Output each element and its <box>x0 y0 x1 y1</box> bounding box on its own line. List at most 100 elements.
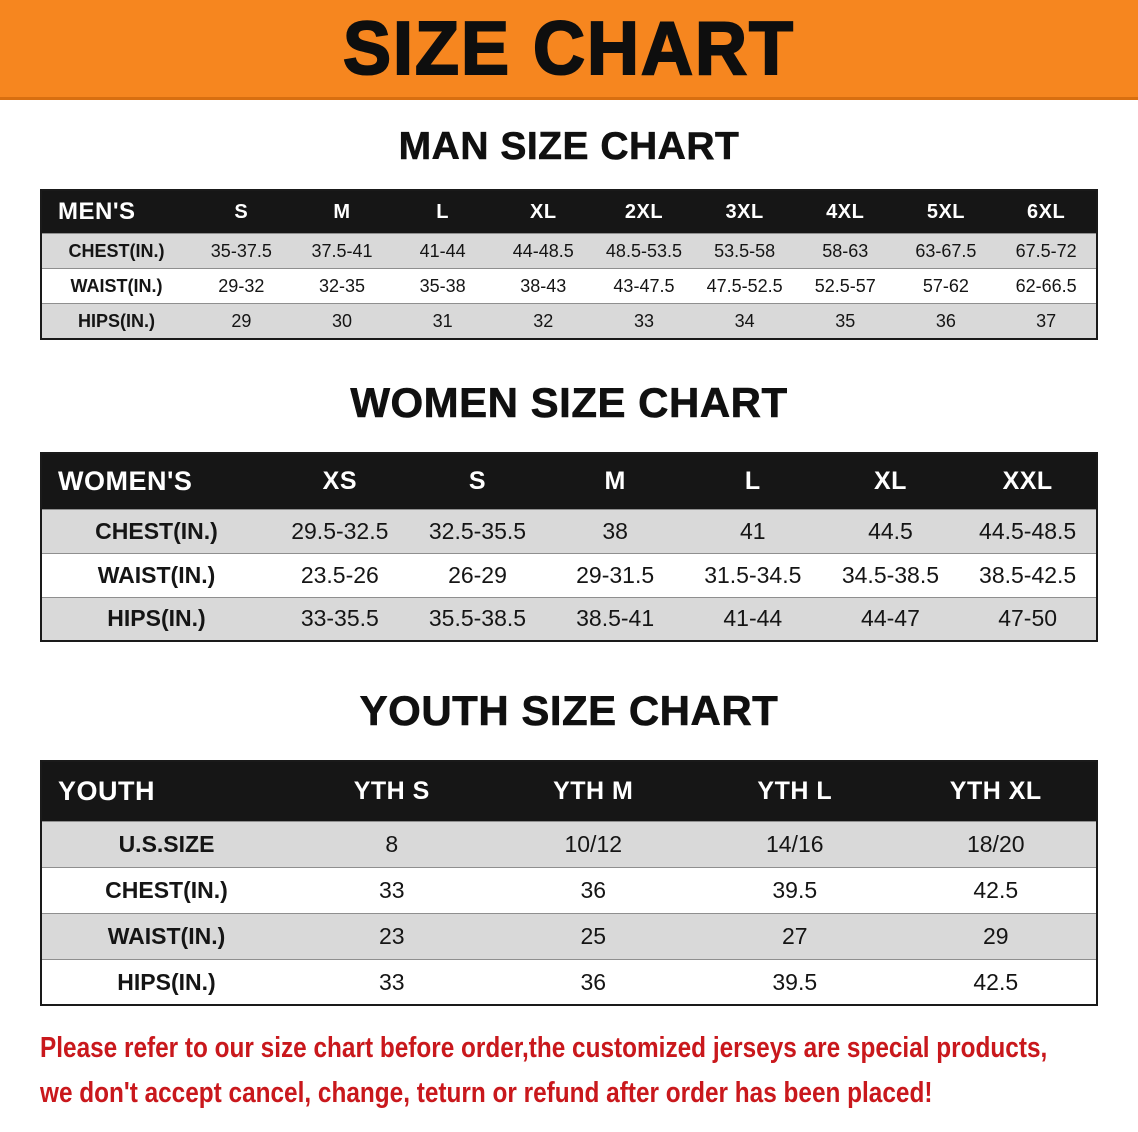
size-column-header: S <box>408 453 547 510</box>
measurement-value: 44.5-48.5 <box>959 508 1097 554</box>
size-column-header: L <box>683 453 822 510</box>
header-row: MEN'S S M L XL 2XL 3XL 4XL 5XL 6XL <box>41 189 1097 234</box>
measurement-label: WAIST(IN.) <box>41 268 191 304</box>
measurement-value: 42.5 <box>895 866 1097 914</box>
table-title-cell: MEN'S <box>41 189 191 234</box>
size-column-header: L <box>392 189 493 234</box>
measurement-value: 38-43 <box>492 268 594 304</box>
measurement-value: 36 <box>492 958 694 1006</box>
measurement-label: U.S.SIZE <box>41 820 291 868</box>
measurement-value: 32-35 <box>291 268 393 304</box>
measurement-row: WAIST(IN.) 29-32 32-35 35-38 38-43 43-47.5 47.… <box>41 268 1097 304</box>
measurement-row: U.S.SIZE 8 10/12 14/16 18/20 <box>41 820 1097 868</box>
measurement-value: 35-37.5 <box>191 233 292 269</box>
measurement-value: 42.5 <box>895 958 1097 1006</box>
measurement-label: WAIST(IN.) <box>41 912 291 960</box>
size-column-header: M <box>546 453 684 510</box>
page-title: SIZE CHART <box>342 6 795 91</box>
size-column-header: YTH L <box>694 761 896 822</box>
measurement-value: 29.5-32.5 <box>271 508 409 554</box>
measurement-value: 31 <box>392 303 493 339</box>
measurement-value: 32.5-35.5 <box>408 508 547 554</box>
measurement-value: 34 <box>694 303 795 339</box>
measurement-row: HIPS(IN.) 33-35.5 35.5-38.5 38.5-41 41-44 44-… <box>41 596 1097 642</box>
measurement-value: 44.5 <box>821 508 960 554</box>
measurement-value: 30 <box>291 303 393 339</box>
measurement-value: 41-44 <box>392 233 493 269</box>
women-size-chart-section: WOMEN SIZE CHART WOMEN'S XS S M L XL XXL CHEST(… <box>0 378 1138 643</box>
size-column-header: 4XL <box>794 189 896 234</box>
measurement-value: 35.5-38.5 <box>408 596 547 642</box>
size-column-header: 6XL <box>996 189 1097 234</box>
measurement-value: 36 <box>895 303 997 339</box>
measurement-value: 34.5-38.5 <box>821 552 960 598</box>
disclaimer-line-1: Please refer to our size chart before or… <box>40 1032 1048 1065</box>
measurement-value: 35-38 <box>392 268 493 304</box>
header-row: WOMEN'S XS S M L XL XXL <box>41 453 1097 510</box>
measurement-row: CHEST(IN.) 29.5-32.5 32.5-35.5 38 41 44.5 44.5… <box>41 508 1097 554</box>
measurement-value: 52.5-57 <box>794 268 896 304</box>
size-column-header: XL <box>821 453 960 510</box>
measurement-value: 33 <box>291 866 493 914</box>
measurement-value: 41 <box>683 508 822 554</box>
measurement-value: 62-66.5 <box>996 268 1097 304</box>
measurement-label: HIPS(IN.) <box>41 958 291 1006</box>
measurement-value: 48.5-53.5 <box>593 233 695 269</box>
measurement-value: 47.5-52.5 <box>694 268 795 304</box>
measurement-label: HIPS(IN.) <box>41 596 271 642</box>
size-column-header: XXL <box>959 453 1097 510</box>
measurement-label: WAIST(IN.) <box>41 552 271 598</box>
measurement-value: 8 <box>291 820 493 868</box>
youth-size-chart-section: YOUTH SIZE CHART YOUTH YTH S YTH M YTH L YTH… <box>0 687 1138 1007</box>
men-size-chart-heading: MAN SIZE CHART <box>398 125 740 168</box>
measurement-row: WAIST(IN.) 23.5-26 26-29 29-31.5 31.5-34.5 34… <box>41 552 1097 598</box>
measurement-value: 29 <box>895 912 1097 960</box>
measurement-row: CHEST(IN.) 35-37.5 37.5-41 41-44 44-48.5 48.5… <box>41 233 1097 269</box>
measurement-value: 29-32 <box>191 268 292 304</box>
size-column-header: XL <box>492 189 594 234</box>
size-column-header: S <box>191 189 292 234</box>
disclaimer-line-2: we don't accept cancel, change, teturn o… <box>40 1077 933 1110</box>
measurement-value: 39.5 <box>694 958 896 1006</box>
size-column-header: 5XL <box>895 189 997 234</box>
measurement-value: 25 <box>492 912 694 960</box>
men-size-table: MEN'S S M L XL 2XL 3XL 4XL 5XL 6XL CHEST(IN.) 35-37… <box>40 188 1098 340</box>
measurement-value: 23 <box>291 912 493 960</box>
measurement-value: 14/16 <box>694 820 896 868</box>
size-column-header: XS <box>271 453 409 510</box>
measurement-value: 33 <box>593 303 695 339</box>
measurement-value: 39.5 <box>694 866 896 914</box>
women-size-chart-heading: WOMEN SIZE CHART <box>350 378 788 426</box>
measurement-value: 53.5-58 <box>694 233 795 269</box>
measurement-value: 10/12 <box>492 820 694 868</box>
measurement-value: 31.5-34.5 <box>683 552 822 598</box>
measurement-row: CHEST(IN.) 33 36 39.5 42.5 <box>41 866 1097 914</box>
measurement-value: 47-50 <box>959 596 1097 642</box>
measurement-value: 18/20 <box>895 820 1097 868</box>
measurement-value: 44-48.5 <box>492 233 594 269</box>
measurement-value: 63-67.5 <box>895 233 997 269</box>
size-column-header: M <box>291 189 393 234</box>
measurement-value: 33-35.5 <box>271 596 409 642</box>
size-column-header: YTH XL <box>895 761 1097 822</box>
measurement-value: 38 <box>546 508 684 554</box>
measurement-label: HIPS(IN.) <box>41 303 191 339</box>
measurement-value: 29-31.5 <box>546 552 684 598</box>
measurement-row: HIPS(IN.) 29 30 31 32 33 34 35 36 37 <box>41 303 1097 339</box>
measurement-label: CHEST(IN.) <box>41 233 191 269</box>
measurement-value: 32 <box>492 303 594 339</box>
youth-size-chart-heading: YOUTH SIZE CHART <box>359 687 779 735</box>
measurement-value: 23.5-26 <box>271 552 409 598</box>
size-column-header: YTH M <box>492 761 694 822</box>
size-column-header: 3XL <box>694 189 795 234</box>
women-size-table: WOMEN'S XS S M L XL XXL CHEST(IN.) 29.5-32.5 32.5… <box>40 452 1098 643</box>
measurement-row: WAIST(IN.) 23 25 27 29 <box>41 912 1097 960</box>
men-size-chart-section: MAN SIZE CHART MEN'S S M L XL 2XL 3XL 4XL 5XL 6XL… <box>0 125 1138 340</box>
measurement-value: 35 <box>794 303 896 339</box>
measurement-label: CHEST(IN.) <box>41 866 291 914</box>
measurement-row: HIPS(IN.) 33 36 39.5 42.5 <box>41 958 1097 1006</box>
measurement-value: 44-47 <box>821 596 960 642</box>
disclaimer-note: Please refer to our size chart before or… <box>40 1026 1138 1116</box>
measurement-value: 27 <box>694 912 896 960</box>
measurement-value: 58-63 <box>794 233 896 269</box>
